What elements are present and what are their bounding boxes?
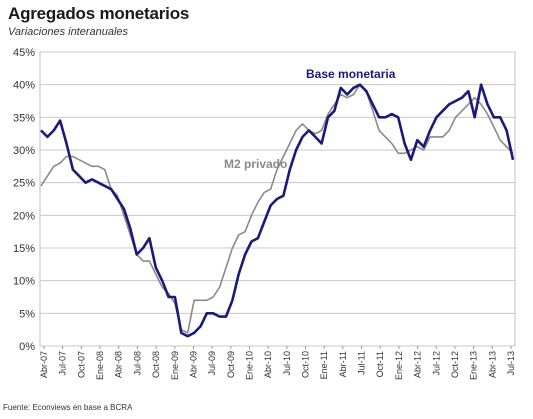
y-tick-label: 5%	[19, 308, 35, 320]
y-tick-label: 35%	[13, 112, 35, 124]
series-label-base-monetaria: Base monetaria	[306, 67, 396, 81]
source-note: Fuente: Econviews en base a BCRA	[3, 403, 133, 412]
chart-subtitle: Variaciones interanuales	[8, 26, 129, 38]
x-tick-label: Ene-10	[244, 351, 254, 380]
y-tick-label: 25%	[13, 178, 35, 190]
x-tick-label: Ene-08	[95, 351, 105, 380]
x-tick-label: Jul-08	[132, 351, 142, 376]
y-axis-labels: 0% 5% 10% 15% 20% 25% 30% 35% 40% 45%	[13, 47, 35, 353]
x-tick-label: Abr-08	[114, 351, 124, 378]
x-tick-label: Ene-12	[394, 351, 404, 380]
x-axis-labels: Abr-07 Jul-07 Oct-07 Ene-08 Abr-08 Jul-08 Oct-…	[39, 346, 516, 380]
x-tick-label: Jul-12	[431, 351, 441, 376]
series-line-base-monetaria	[40, 83, 515, 338]
y-tick-label: 10%	[13, 276, 35, 288]
x-tick-label: Ene-09	[170, 351, 180, 380]
y-tick-label: 30%	[13, 145, 35, 157]
x-tick-label: Oct-11	[375, 351, 385, 377]
x-tick-label: Abr-10	[263, 351, 273, 378]
series-line-m2-privado	[40, 83, 514, 334]
x-tick-label: Oct-07	[76, 351, 86, 378]
x-tick-label: Oct-08	[151, 351, 161, 378]
y-tick-label: 15%	[13, 243, 35, 255]
x-tick-label: Oct-10	[301, 351, 311, 378]
x-tick-label: Jul-07	[58, 351, 68, 376]
series-label-m2-privado: M2 privado	[224, 157, 287, 171]
x-tick-label: Oct-12	[450, 351, 460, 378]
x-tick-label: Abr-12	[413, 351, 423, 378]
x-tick-label: Jul-09	[207, 351, 217, 376]
x-tick-label: Jul-13	[506, 351, 516, 376]
y-tick-label: 45%	[13, 47, 35, 59]
x-tick-label: Ene-13	[469, 351, 479, 380]
x-tick-label: Abr-07	[39, 351, 49, 378]
x-tick-label: Oct-09	[226, 351, 236, 378]
x-tick-label: Abr-11	[338, 351, 348, 377]
y-tick-label: 40%	[13, 80, 35, 92]
y-tick-label: 20%	[13, 210, 35, 222]
x-tick-label: Ene-11	[319, 351, 329, 379]
y-tick-label: 0%	[19, 341, 35, 353]
x-tick-label: Jul-11	[357, 351, 367, 375]
chart-title: Agregados monetarios	[8, 4, 190, 23]
x-tick-label: Jul-10	[282, 351, 292, 376]
x-tick-label: Abr-09	[188, 351, 198, 378]
x-tick-label: Abr-13	[487, 351, 497, 378]
series-lines	[40, 83, 515, 338]
